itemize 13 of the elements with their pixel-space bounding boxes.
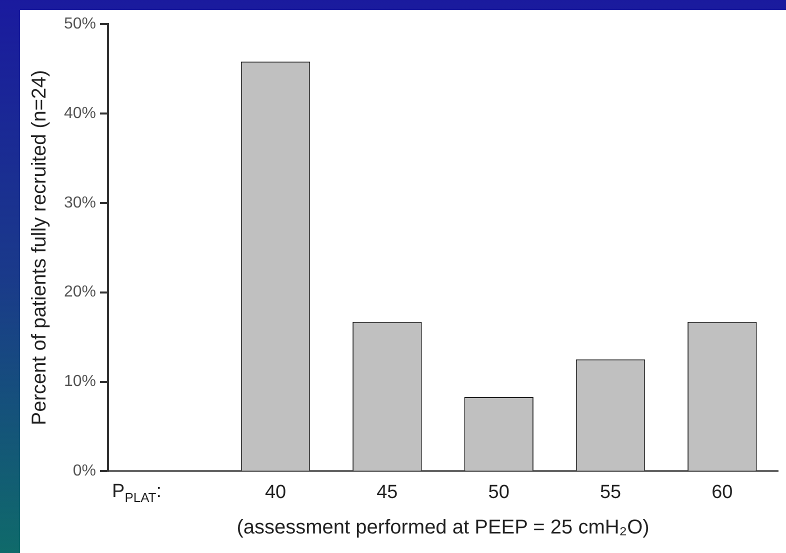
x-tick-label: 40 [264,482,286,503]
x-tick-label: 45 [376,482,398,503]
y-tick-label: 50% [64,15,96,32]
x-tick-label: 50 [488,482,510,503]
x-tick-label: 60 [712,482,733,503]
y-tick-label: 30% [64,194,96,212]
y-tick-label: 20% [64,284,96,301]
y-tick-label: 40% [64,104,96,122]
x-axis-title: (assessment performed at PEEP = 25 cmH₂O) [236,516,650,539]
x-tick-label: 55 [600,482,622,503]
y-axis-title: Percent of patients fully recruited (n=24) [28,70,51,426]
y-tick-label: 0% [72,462,96,480]
y-tick-label: 10% [64,373,96,390]
